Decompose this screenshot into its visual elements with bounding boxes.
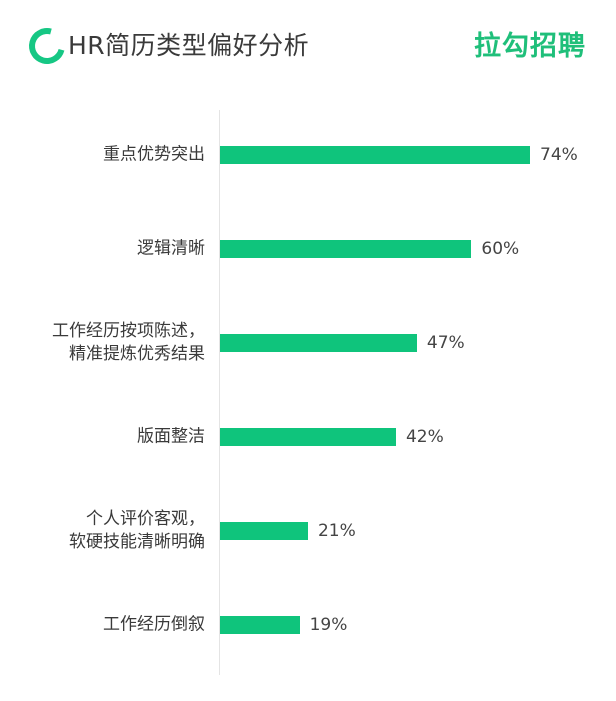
category-label: 工作经历按项陈述， 精准提炼优秀结果 xyxy=(52,320,205,366)
category-label-line: 软硬技能清晰明确 xyxy=(69,532,205,552)
category-label-line: 版面整洁 xyxy=(137,426,205,447)
category-label: 个人评价客观， 软硬技能清晰明确 xyxy=(69,508,205,554)
bar xyxy=(220,146,531,164)
brand-logo: 拉勾招聘 xyxy=(474,31,586,62)
y-axis-line xyxy=(219,110,220,675)
data-label: 60% xyxy=(481,239,520,259)
category-label-line: 重点优势突出 xyxy=(103,144,205,165)
data-label: 21% xyxy=(317,521,356,541)
chart-title: HR简历类型偏好分析 xyxy=(68,31,310,60)
category-label-line: 精准提炼优秀结果 xyxy=(69,344,205,364)
data-label: 19% xyxy=(309,615,348,635)
bar xyxy=(220,428,396,446)
bar xyxy=(220,240,472,258)
category-label: 工作经历倒叙 xyxy=(103,614,205,637)
category-label-line: 工作经历倒叙 xyxy=(103,614,205,635)
category-label: 逻辑清晰 xyxy=(137,238,205,261)
bar xyxy=(220,334,417,352)
category-label-line: 工作经历按项陈述， xyxy=(52,321,205,341)
category-label: 版面整洁 xyxy=(137,426,205,449)
category-label-line: 个人评价客观， xyxy=(86,509,205,529)
category-label: 重点优势突出 xyxy=(103,144,205,167)
data-label: 74% xyxy=(540,145,578,165)
bar xyxy=(220,616,300,634)
bar xyxy=(220,522,308,540)
data-label: 42% xyxy=(405,427,444,447)
logo-icon xyxy=(22,21,72,71)
category-label-line: 逻辑清晰 xyxy=(137,238,205,259)
data-label: 47% xyxy=(426,333,465,353)
